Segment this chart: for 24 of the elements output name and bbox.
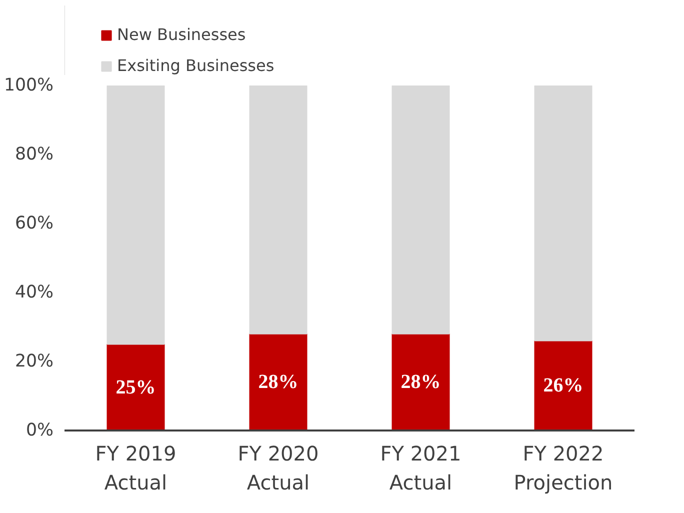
data-label: 26% — [543, 374, 584, 397]
legend-label: Exsiting Businesses — [117, 56, 274, 75]
bar — [392, 86, 450, 334]
bar — [534, 86, 592, 342]
y-tick-label: 100% — [4, 76, 54, 96]
bar — [106, 344, 165, 430]
data-label: 25% — [116, 376, 156, 398]
legend-label: New Businesses — [117, 25, 246, 44]
x-tick-label: FY 2022 Projection — [514, 442, 613, 494]
y-tick-label: 60% — [14, 214, 54, 234]
x-tick-label: FY 2019 Actual — [95, 442, 176, 494]
data-label: 28% — [400, 371, 441, 394]
bar — [249, 86, 308, 334]
y-tick-label: 0% — [26, 420, 54, 440]
data-label: 28% — [258, 371, 298, 394]
y-tick-label: 40% — [14, 282, 54, 302]
x-tick-label: FY 2020 Actual — [238, 442, 319, 494]
bar — [249, 333, 308, 430]
y-tick-label: 80% — [14, 144, 54, 164]
y-tick-label: 20% — [14, 352, 54, 372]
bar — [534, 340, 592, 430]
x-tick-label: FY 2021 Actual — [380, 442, 462, 494]
bar — [106, 86, 165, 345]
bar — [392, 333, 450, 430]
